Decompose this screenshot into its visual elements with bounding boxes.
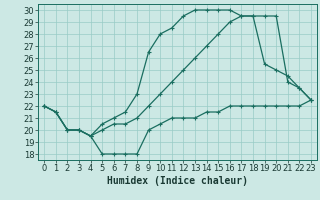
X-axis label: Humidex (Indice chaleur): Humidex (Indice chaleur)	[107, 176, 248, 186]
